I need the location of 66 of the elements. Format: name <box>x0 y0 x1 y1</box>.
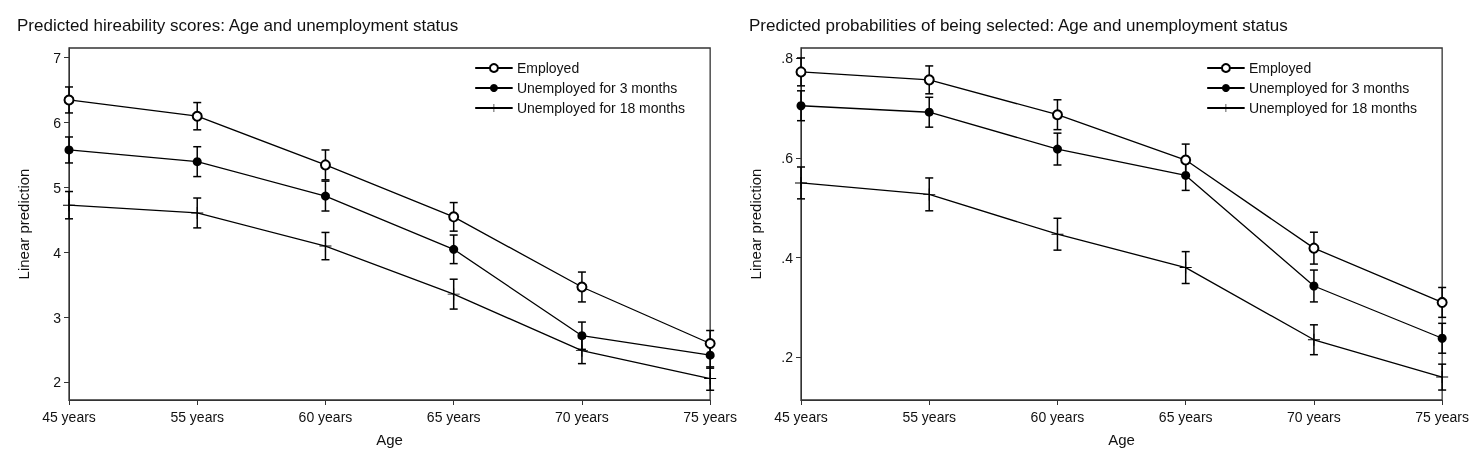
x-tick-label: 45 years <box>774 409 828 425</box>
point <box>924 107 934 117</box>
x-tick-label: 60 years <box>298 409 353 425</box>
point <box>576 281 588 293</box>
point <box>923 188 936 201</box>
x-tick-label: 55 years <box>170 409 225 425</box>
point <box>1051 109 1063 121</box>
point <box>575 344 588 357</box>
point <box>319 159 331 171</box>
legend-label: Unemployed for 3 months <box>516 80 678 96</box>
point <box>1436 296 1448 308</box>
x-tick-label: 60 years <box>1030 409 1085 425</box>
x-axis-title: Age <box>1108 431 1135 448</box>
point <box>449 244 459 254</box>
chart-title: Predicted hireability scores: Age and unemployment status <box>17 16 459 35</box>
point <box>320 191 330 201</box>
point <box>192 157 202 167</box>
y-tick-label: 7 <box>53 49 62 66</box>
point <box>1437 333 1447 343</box>
y-tick-label: 6 <box>53 114 62 131</box>
y-tick-label: .2 <box>781 349 794 366</box>
y-tick-label: 4 <box>53 244 62 261</box>
y-tick-label: .6 <box>781 150 794 167</box>
point <box>1052 144 1062 154</box>
legend-label: Employed <box>516 60 580 76</box>
x-tick-label: 65 years <box>1158 409 1213 425</box>
point <box>704 372 717 385</box>
point <box>1181 170 1191 180</box>
point <box>795 66 807 78</box>
point <box>1307 333 1320 346</box>
y-tick-label: .4 <box>781 249 794 266</box>
chart-title: Predicted probabilities of being selected: Age and unemployment status <box>749 16 1288 35</box>
x-axis-title: Age <box>376 431 403 448</box>
x-tick-label: 75 years <box>683 409 737 425</box>
y-axis-title: Linear prediction <box>15 168 32 280</box>
point <box>1436 371 1449 384</box>
y-tick-label: 2 <box>53 374 62 391</box>
x-tick-label: 45 years <box>42 409 96 425</box>
point <box>64 145 74 155</box>
point <box>1309 281 1319 291</box>
point <box>447 288 460 301</box>
y-axis-title: Linear prediction <box>747 168 764 280</box>
point <box>191 110 203 122</box>
x-tick-label: 75 years <box>1415 409 1469 425</box>
legend-label: Unemployed for 3 months <box>1248 80 1410 96</box>
x-tick-label: 65 years <box>426 409 481 425</box>
legend-label: Employed <box>1248 60 1312 76</box>
legend-label: Unemployed for 18 months <box>516 100 685 116</box>
point <box>796 101 806 111</box>
point <box>705 350 715 360</box>
legend-label: Unemployed for 18 months <box>1248 100 1417 116</box>
y-tick-label: 5 <box>53 179 62 196</box>
point <box>923 74 935 86</box>
point <box>1308 242 1320 254</box>
point <box>1179 261 1192 274</box>
point <box>577 331 587 341</box>
point <box>704 338 716 349</box>
point <box>191 206 204 219</box>
x-tick-label: 55 years <box>902 409 957 425</box>
y-tick-label: .8 <box>781 50 794 67</box>
point <box>63 94 75 106</box>
y-tick-label: 3 <box>53 309 62 326</box>
x-tick-label: 70 years <box>555 409 609 425</box>
point <box>1180 154 1192 166</box>
x-tick-label: 70 years <box>1287 409 1341 425</box>
point <box>448 211 460 223</box>
